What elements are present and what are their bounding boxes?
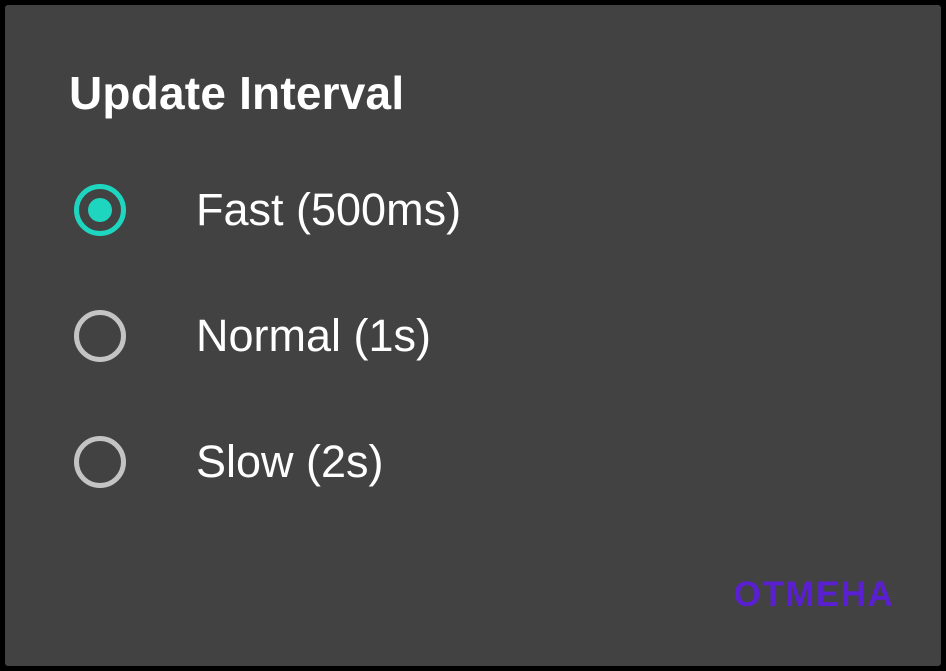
option-fast[interactable]: Fast (500ms)	[5, 146, 941, 272]
option-normal[interactable]: Normal (1s)	[5, 272, 941, 398]
option-label: Fast (500ms)	[196, 184, 462, 235]
option-label: Slow (2s)	[196, 436, 384, 487]
radio-unchecked-icon[interactable]	[74, 310, 126, 362]
dialog-title: Update Interval	[69, 67, 405, 119]
radio-dot-icon	[88, 198, 112, 222]
option-label: Normal (1s)	[196, 310, 432, 361]
radio-unchecked-icon[interactable]	[74, 436, 126, 488]
update-interval-dialog: Update Interval Fast (500ms) Normal (1s)…	[5, 5, 941, 666]
option-slow[interactable]: Slow (2s)	[5, 398, 941, 524]
radio-checked-icon[interactable]	[74, 184, 126, 236]
cancel-button[interactable]: ОТМЕНА	[733, 575, 895, 614]
